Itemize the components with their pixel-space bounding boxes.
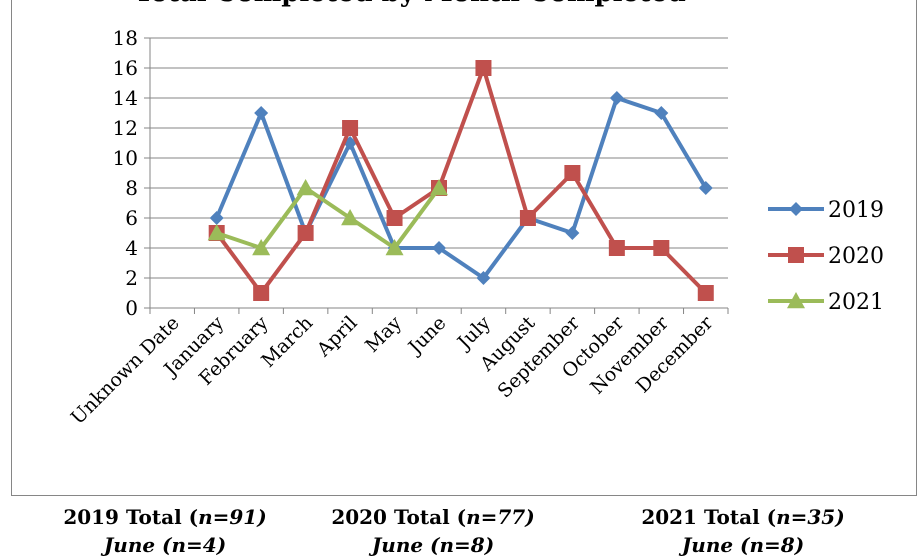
x-tick-label-april: April <box>312 312 362 362</box>
data-point-2021-march <box>297 179 315 195</box>
data-point-2020-august <box>520 210 536 226</box>
x-tick-label-may: May <box>361 312 406 357</box>
data-point-2019-october <box>610 91 624 105</box>
footer-2021-total-n: n=35) <box>776 505 845 529</box>
y-tick-label-14: 14 <box>113 86 138 110</box>
legend-label-2021: 2021 <box>828 290 884 315</box>
y-tick-label-10: 10 <box>113 146 138 170</box>
legend-label-2020: 2020 <box>828 244 884 269</box>
footer-2020-month: June (n=8) <box>298 531 568 559</box>
data-point-2020-october <box>609 240 625 256</box>
footer-2020-total-n: n=77) <box>466 505 535 529</box>
data-point-2020-april <box>342 120 358 136</box>
y-tick-label-6: 6 <box>125 206 138 230</box>
footer-2021: 2021 Total (n=35) June (n=8) <box>608 503 878 559</box>
data-point-2020-september <box>564 165 580 181</box>
footer-2020: 2020 Total (n=77) June (n=8) <box>298 503 568 559</box>
legend-marker-2019 <box>789 202 803 216</box>
data-point-2019-february <box>254 106 268 120</box>
y-tick-label-12: 12 <box>113 116 138 140</box>
footer-2019-month: June (n=4) <box>30 531 300 559</box>
data-point-2019-january <box>210 211 224 225</box>
data-point-2020-february <box>253 285 269 301</box>
y-tick-label-0: 0 <box>125 296 138 320</box>
y-tick-label-18: 18 <box>113 26 138 50</box>
legend-label-2019: 2019 <box>828 198 884 223</box>
footer-2019-total-label: 2019 Total ( <box>63 505 198 529</box>
legend-marker-2020 <box>788 247 804 263</box>
footer-2021-total-label: 2021 Total ( <box>641 505 776 529</box>
data-point-2020-november <box>653 240 669 256</box>
footer-2019: 2019 Total (n=91) June (n=4) <box>30 503 300 559</box>
data-point-2020-may <box>387 210 403 226</box>
footer-2021-month: June (n=8) <box>608 531 878 559</box>
data-point-2020-july <box>475 60 491 76</box>
y-tick-label-16: 16 <box>113 56 138 80</box>
y-tick-label-8: 8 <box>125 176 138 200</box>
data-point-2019-september <box>565 226 579 240</box>
data-point-2020-march <box>298 225 314 241</box>
x-tick-label-june: June <box>403 312 451 360</box>
y-tick-label-2: 2 <box>125 266 138 290</box>
data-point-2020-december <box>698 285 714 301</box>
x-tick-label-march: March <box>257 312 317 372</box>
footer-2019-total-n: n=91) <box>198 505 267 529</box>
footer-2020-total-label: 2020 Total ( <box>331 505 466 529</box>
y-tick-label-4: 4 <box>125 236 138 260</box>
